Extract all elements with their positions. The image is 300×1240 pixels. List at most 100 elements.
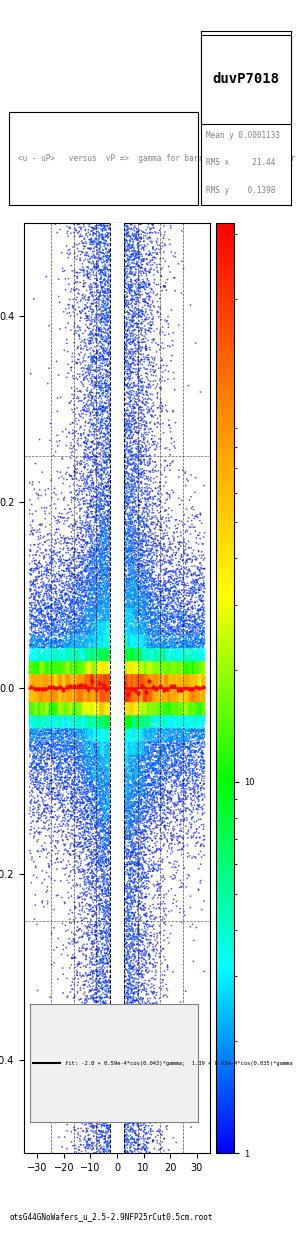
Point bbox=[192, 684, 197, 704]
Point bbox=[181, 693, 186, 713]
Point bbox=[68, 684, 73, 704]
Point bbox=[105, 448, 110, 467]
Point bbox=[114, 920, 118, 940]
Point bbox=[98, 733, 103, 753]
Point bbox=[122, 641, 127, 661]
Point bbox=[74, 688, 79, 708]
Point bbox=[147, 697, 152, 717]
Point bbox=[88, 343, 93, 363]
Point bbox=[159, 224, 164, 244]
Point bbox=[60, 645, 65, 665]
Point bbox=[89, 677, 94, 697]
Point bbox=[159, 687, 164, 707]
Point bbox=[111, 474, 116, 494]
Point bbox=[39, 694, 44, 714]
Point bbox=[146, 755, 150, 775]
Point bbox=[89, 379, 94, 399]
Point bbox=[32, 697, 36, 717]
Point bbox=[110, 542, 115, 562]
Point bbox=[146, 707, 151, 727]
Point bbox=[81, 652, 86, 672]
Point bbox=[42, 667, 47, 687]
Point bbox=[40, 463, 45, 482]
Point bbox=[111, 610, 116, 630]
Point bbox=[157, 811, 162, 831]
Point bbox=[28, 683, 33, 703]
Point bbox=[77, 709, 82, 729]
Point bbox=[89, 526, 94, 546]
Point bbox=[84, 658, 88, 678]
Point bbox=[32, 667, 37, 687]
Point bbox=[104, 660, 109, 680]
Point bbox=[37, 642, 42, 662]
Point bbox=[88, 779, 93, 799]
Point bbox=[178, 665, 182, 684]
Point bbox=[77, 677, 82, 697]
Point bbox=[156, 694, 161, 714]
Point bbox=[118, 699, 123, 719]
Point bbox=[118, 698, 123, 718]
Point bbox=[98, 620, 103, 640]
Point bbox=[126, 684, 131, 704]
Point bbox=[52, 686, 57, 706]
Point bbox=[142, 689, 147, 709]
Point bbox=[28, 672, 32, 692]
Point bbox=[97, 808, 102, 828]
Point bbox=[190, 692, 195, 712]
Point bbox=[178, 683, 182, 703]
Point bbox=[130, 688, 134, 708]
Point bbox=[117, 682, 122, 702]
Point bbox=[50, 644, 55, 663]
Point bbox=[98, 652, 103, 672]
Point bbox=[100, 701, 105, 720]
Point bbox=[187, 614, 192, 634]
Point bbox=[50, 702, 55, 722]
Point bbox=[46, 686, 51, 706]
Point bbox=[141, 776, 146, 796]
Point bbox=[27, 677, 32, 697]
Point bbox=[59, 687, 64, 707]
Point bbox=[133, 683, 138, 703]
Point bbox=[50, 588, 55, 608]
Point bbox=[199, 750, 203, 770]
Point bbox=[164, 632, 169, 652]
Point bbox=[92, 727, 97, 746]
Point bbox=[110, 660, 115, 680]
Point bbox=[46, 672, 51, 692]
Point bbox=[98, 604, 103, 624]
Point bbox=[127, 629, 131, 649]
Point bbox=[162, 754, 167, 774]
Point bbox=[81, 543, 86, 563]
Point bbox=[173, 696, 178, 715]
Point bbox=[91, 688, 96, 708]
Point bbox=[117, 714, 122, 734]
Point bbox=[113, 1055, 118, 1075]
Point bbox=[130, 232, 135, 252]
Point bbox=[88, 742, 92, 761]
Point bbox=[105, 1081, 110, 1101]
Point bbox=[99, 661, 104, 681]
Point bbox=[120, 697, 125, 717]
Point bbox=[79, 683, 84, 703]
Point bbox=[81, 725, 86, 745]
Point bbox=[97, 703, 102, 723]
Point bbox=[188, 686, 193, 706]
Point bbox=[142, 708, 147, 728]
Point bbox=[58, 704, 63, 724]
Point bbox=[69, 678, 74, 698]
Point bbox=[158, 701, 163, 720]
Point bbox=[191, 693, 196, 713]
Point bbox=[162, 687, 167, 707]
Point bbox=[110, 738, 115, 758]
Point bbox=[72, 667, 77, 687]
Point bbox=[93, 688, 98, 708]
Point bbox=[118, 676, 123, 696]
Point bbox=[88, 686, 93, 706]
Point bbox=[110, 811, 114, 831]
Point bbox=[94, 670, 99, 689]
Point bbox=[146, 676, 150, 696]
Point bbox=[123, 683, 128, 703]
Point bbox=[120, 771, 124, 791]
Point bbox=[42, 692, 47, 712]
Point bbox=[144, 812, 149, 832]
